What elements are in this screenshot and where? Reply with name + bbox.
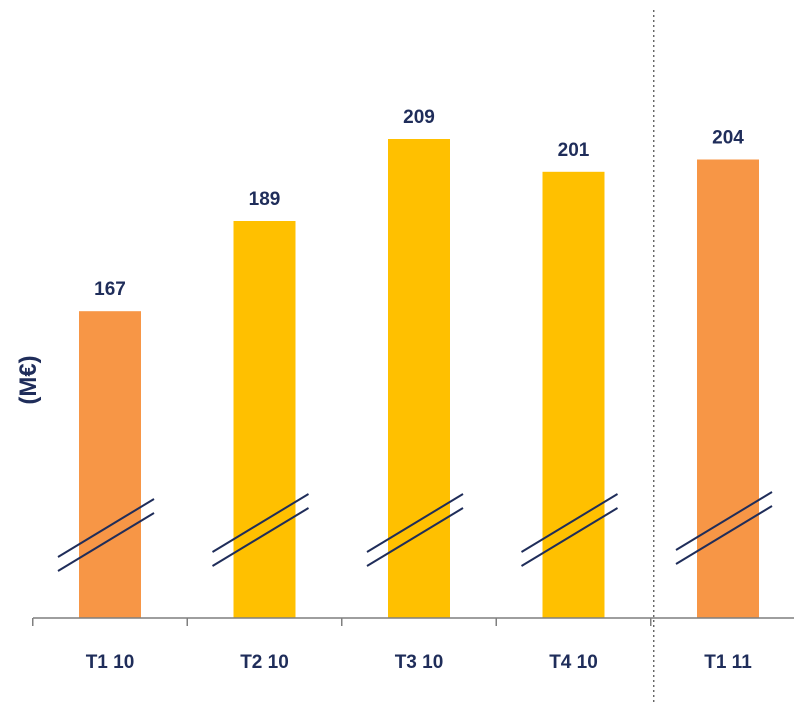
axis-break-line bbox=[520, 493, 619, 553]
y-axis-label: (M€) bbox=[15, 355, 42, 404]
axis-break-marks bbox=[57, 491, 773, 572]
bar-t4-10 bbox=[542, 171, 605, 619]
axis-break-line bbox=[675, 505, 773, 565]
axis-break-line bbox=[57, 498, 155, 558]
value-label: 167 bbox=[94, 279, 126, 300]
axis-break-line bbox=[366, 507, 464, 567]
bar-t1-11 bbox=[697, 159, 759, 618]
axis-break-line bbox=[366, 493, 464, 553]
bar-t2-10 bbox=[233, 221, 296, 618]
value-label: 204 bbox=[712, 128, 744, 149]
value-label: 201 bbox=[558, 140, 590, 161]
category-label: T3 10 bbox=[395, 652, 444, 673]
axis-break-line bbox=[211, 493, 310, 553]
bar-t3-10 bbox=[388, 139, 450, 618]
axis-break-line bbox=[57, 512, 155, 572]
value-label: 189 bbox=[249, 189, 281, 210]
value-label: 209 bbox=[403, 107, 435, 128]
category-label: T1 11 bbox=[704, 652, 752, 673]
axis-break-line bbox=[675, 491, 773, 551]
value-labels: 167 189 209 201 204 bbox=[94, 107, 744, 300]
category-label: T1 10 bbox=[86, 652, 135, 673]
axis-break-line bbox=[211, 507, 310, 567]
bar-t1-10 bbox=[79, 311, 141, 618]
category-label: T4 10 bbox=[549, 652, 598, 673]
category-label: T2 10 bbox=[240, 652, 289, 673]
bars-layer bbox=[79, 139, 759, 619]
axis-break-line bbox=[520, 507, 619, 567]
x-axis: T1 10 T2 10 T3 10 T4 10 T1 11 bbox=[32, 10, 794, 703]
